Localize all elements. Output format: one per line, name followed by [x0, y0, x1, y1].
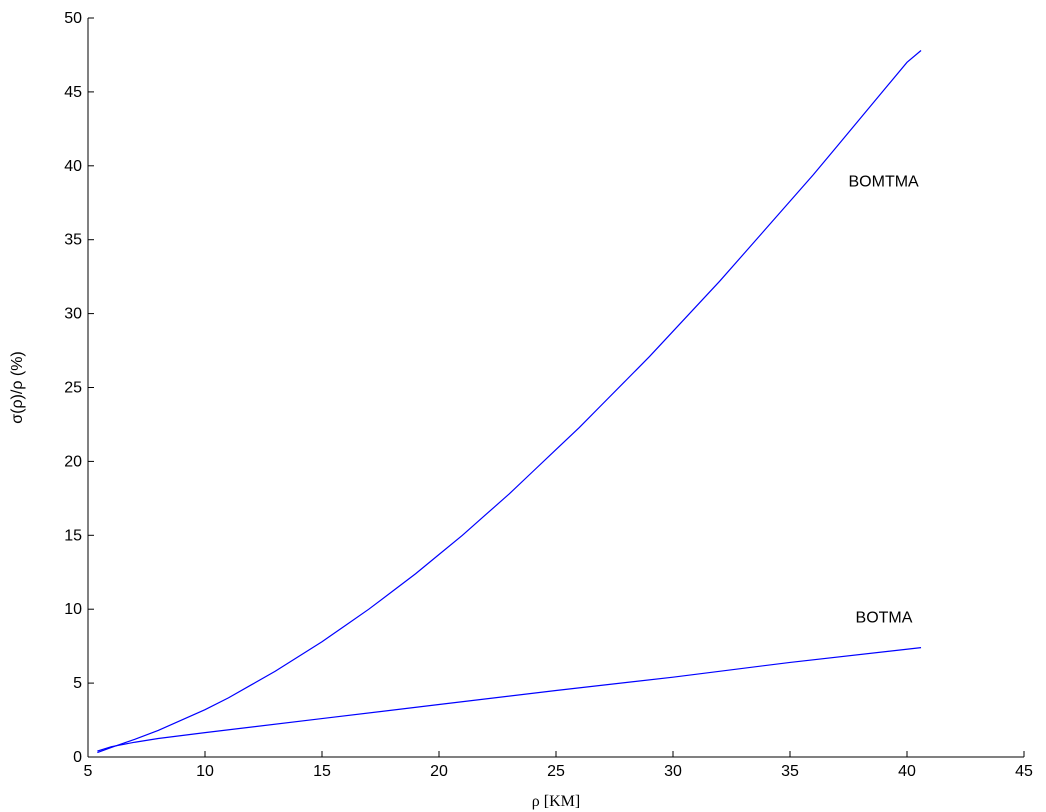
x-axis-label: ρ [KM] — [532, 793, 580, 810]
y-tick-label: 0 — [73, 749, 82, 766]
y-tick-label: 20 — [64, 453, 82, 470]
x-tick-label: 20 — [430, 763, 448, 780]
x-tick-label: 35 — [781, 763, 799, 780]
x-tick-label: 5 — [84, 763, 93, 780]
y-axis-label: σ(ρ)/ρ (%) — [9, 351, 26, 424]
y-tick-label: 35 — [64, 232, 82, 249]
x-tick-label: 40 — [898, 763, 916, 780]
x-ticks: 5 10 15 20 25 30 35 40 45 — [84, 751, 1033, 780]
axes — [87, 18, 1024, 758]
y-tick-label: 30 — [64, 306, 82, 323]
x-tick-label: 30 — [664, 763, 682, 780]
y-ticks: 0 5 10 15 20 25 30 35 40 45 50 — [64, 10, 94, 766]
x-tick-label: 10 — [196, 763, 214, 780]
annotations: BOMTMA BOTMA — [849, 174, 920, 627]
series-group — [97, 50, 922, 754]
y-tick-label: 15 — [64, 527, 82, 544]
y-tick-label: 5 — [73, 675, 82, 692]
series-annotation-botma: BOTMA — [856, 610, 913, 627]
y-tick-label: 10 — [64, 601, 82, 618]
series-line-bomtma — [97, 50, 922, 754]
x-tick-label: 15 — [313, 763, 331, 780]
series-line-botma — [97, 647, 922, 752]
y-tick-label: 50 — [64, 10, 82, 27]
x-tick-label: 45 — [1015, 763, 1033, 780]
y-tick-label: 40 — [64, 158, 82, 175]
y-tick-label: 45 — [64, 84, 82, 101]
y-tick-label: 25 — [64, 380, 82, 397]
x-tick-label: 25 — [547, 763, 565, 780]
series-annotation-bomtma: BOMTMA — [849, 174, 920, 191]
